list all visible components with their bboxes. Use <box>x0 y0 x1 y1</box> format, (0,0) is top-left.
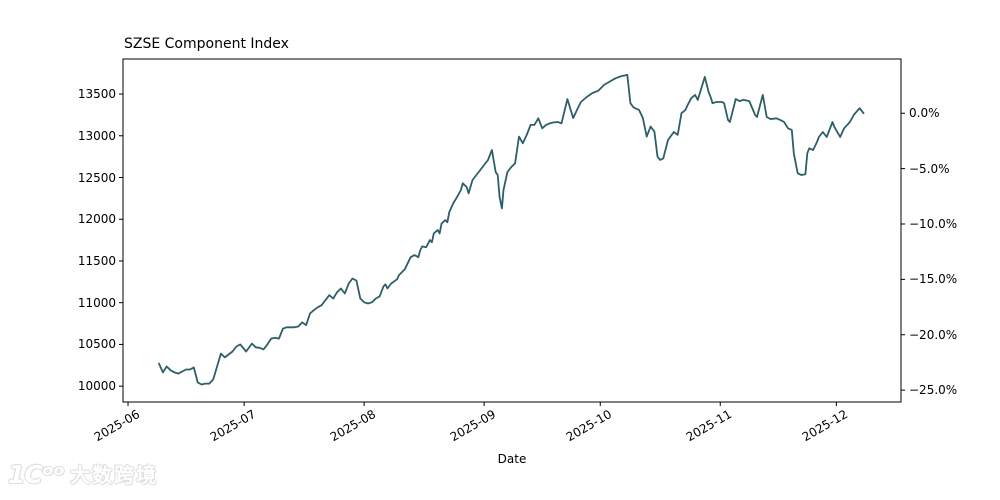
y-tick-label: 13000 <box>77 128 116 143</box>
right-tick-label: −5.0% <box>909 161 950 176</box>
right-tick-label: −15.0% <box>909 272 958 287</box>
y-tick-label: 10000 <box>77 379 116 394</box>
y-tick-label: 11000 <box>77 295 116 310</box>
y-tick-label: 11500 <box>77 253 116 268</box>
y-tick-label: 10500 <box>77 337 116 352</box>
chart-title: SZSE Component Index <box>124 36 289 52</box>
axes-spines <box>122 58 902 403</box>
y-tick-label: 12000 <box>77 212 116 227</box>
right-tick-label: −20.0% <box>909 327 958 342</box>
y-tick-label: 12500 <box>77 170 116 185</box>
right-tick-label: 0.0% <box>909 106 940 121</box>
watermark-text: 大数跨境 <box>70 463 159 487</box>
right-tick-label: −10.0% <box>909 216 958 231</box>
right-tick-label: −25.0% <box>909 383 958 398</box>
y-tick-label: 13500 <box>77 87 116 102</box>
watermark-logo-icon: 1Cᵒᵒ <box>8 460 65 489</box>
x-axis-label: Date <box>497 452 527 466</box>
watermark: 1Cᵒᵒ 大数跨境 <box>8 462 158 488</box>
index-line-series <box>158 74 865 386</box>
